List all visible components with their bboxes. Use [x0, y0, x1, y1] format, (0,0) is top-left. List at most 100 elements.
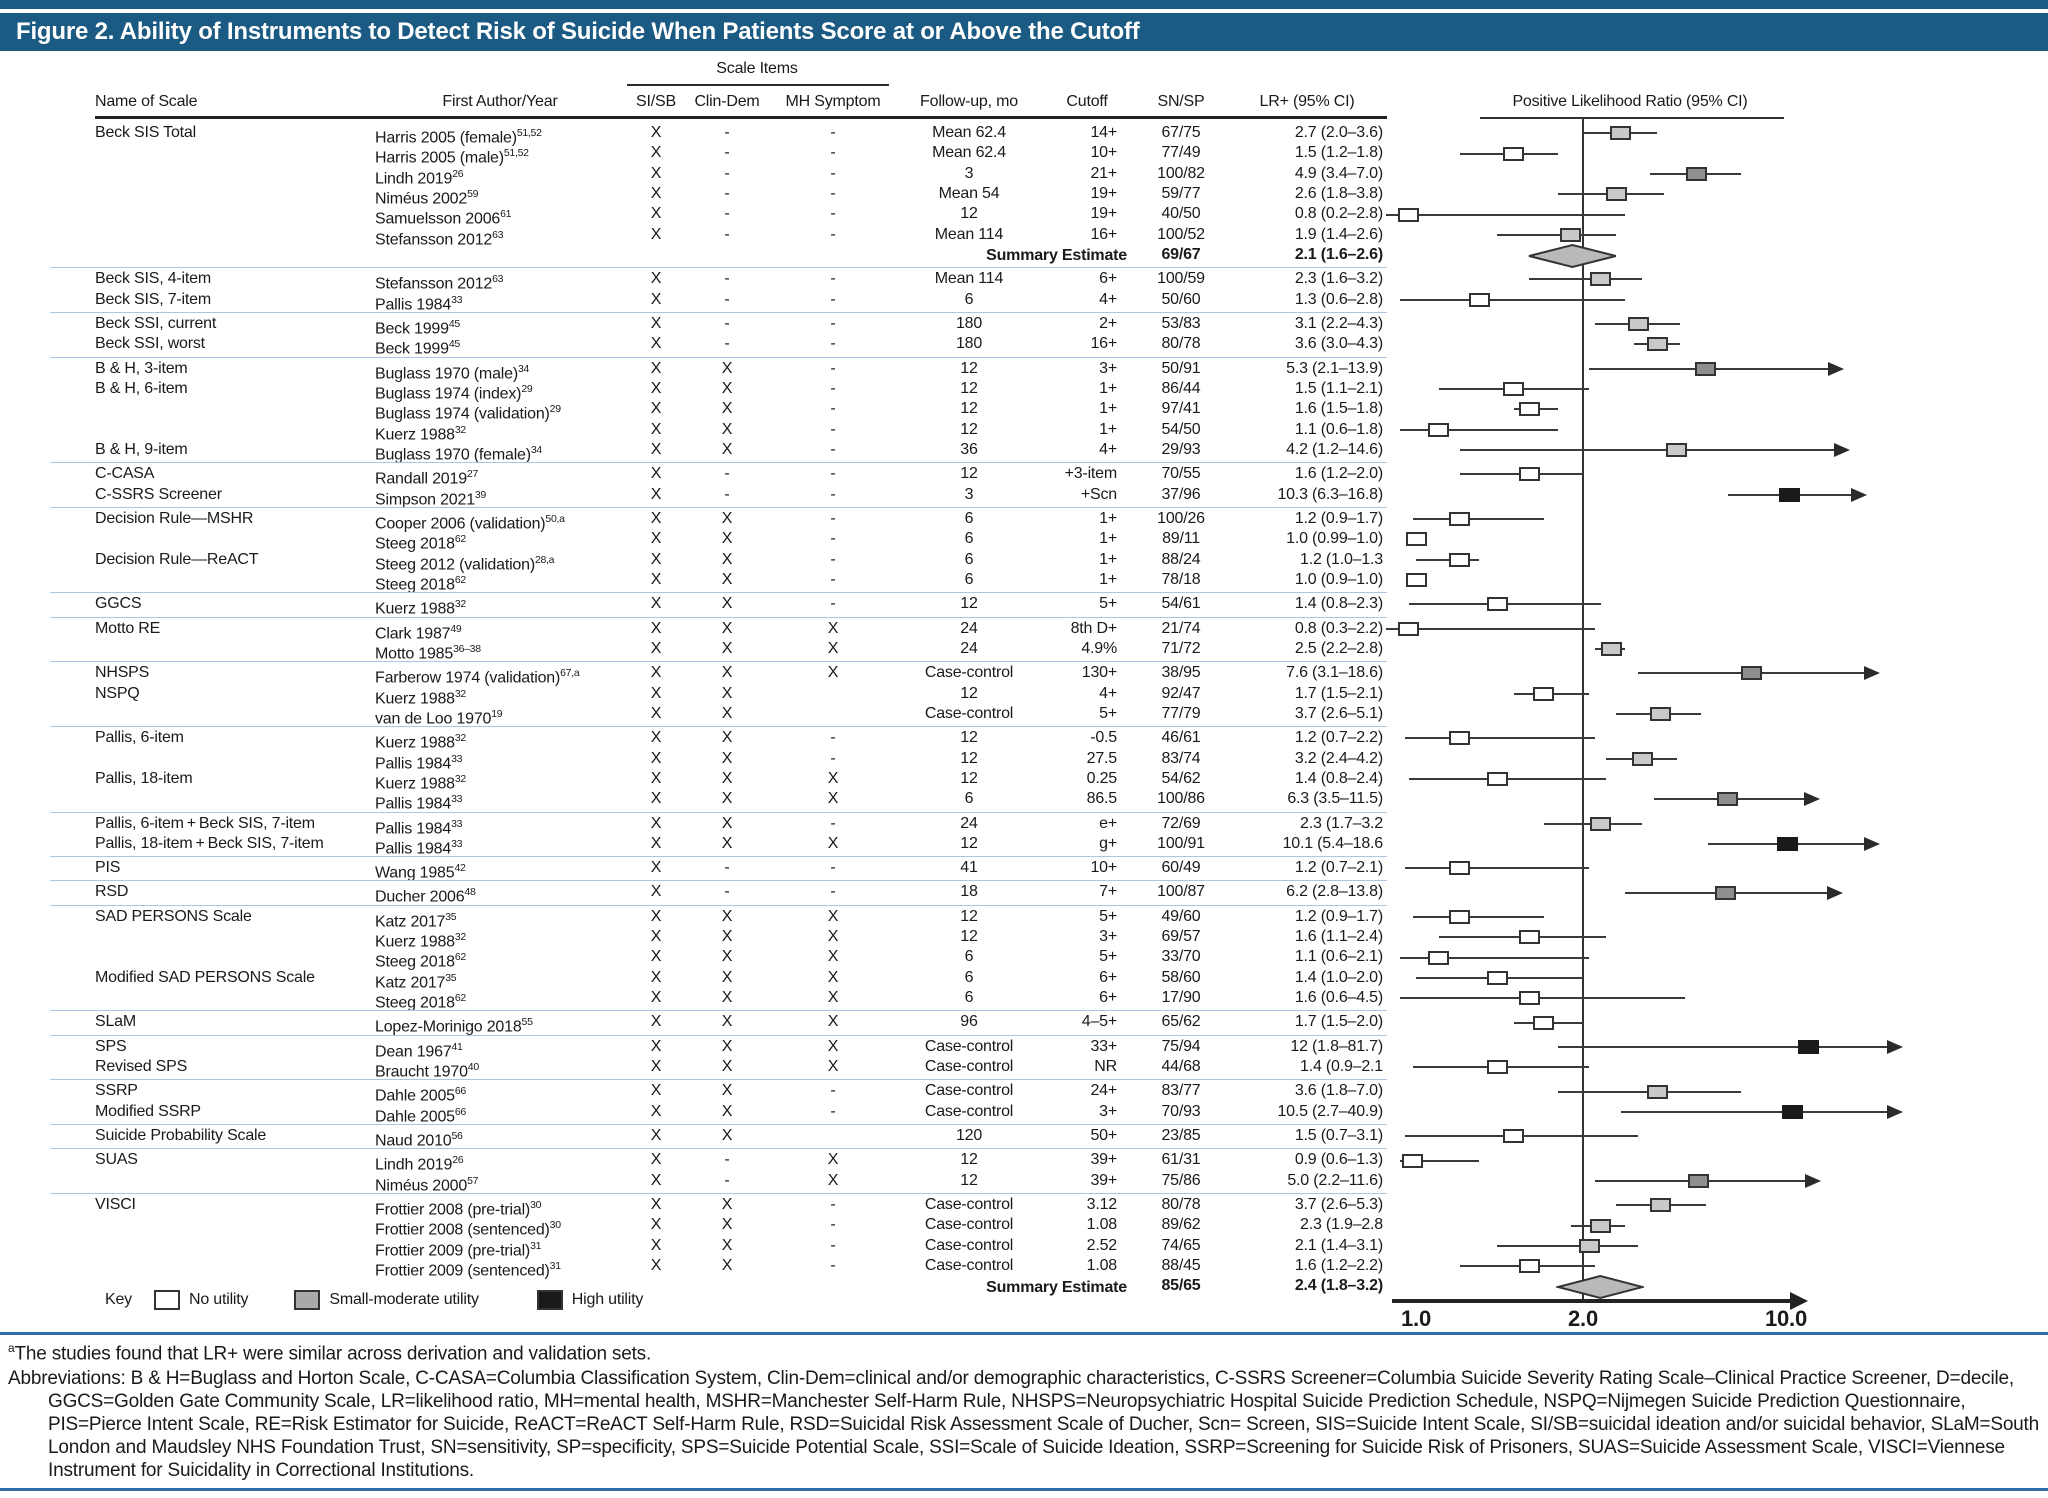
cell-clin-dem: - [724, 1171, 730, 1189]
forest-table-body: Beck SIS Total Harris 2005 (female)51,52 X… [0, 123, 2048, 1300]
ci-arrow-icon [1803, 792, 1820, 807]
cell-followup: 180 [955, 335, 983, 353]
cell-author-year: Niméus 200057 [375, 1174, 479, 1195]
cell-empty-3 [687, 1276, 767, 1296]
cell-lr-ci: 0.9 (0.6–1.3) [1294, 1151, 1383, 1169]
cell-cutoff: 5+ [1099, 704, 1117, 722]
effect-box [1449, 512, 1471, 527]
plot-cell [1387, 225, 2048, 245]
cell-scale-name [95, 399, 375, 419]
cell-sn-sp: 88/24 [1161, 550, 1201, 568]
cell-si-sb: X [650, 420, 662, 438]
cell-lr-ci: 2.3 (1.6–3.2) [1294, 270, 1383, 288]
cell-lr-ci: 1.9 (1.4–2.6) [1294, 225, 1383, 243]
cell-lr-ci: 10.5 (2.7–40.9) [1277, 1102, 1383, 1120]
ci-arrow-icon [1826, 885, 1843, 900]
cell-cutoff: 19+ [1090, 205, 1117, 223]
cell-clin-dem: X [721, 769, 733, 787]
cell-sn-sp: 58/60 [1161, 968, 1201, 986]
cell-followup: 120 [955, 1127, 983, 1145]
cell-author-year: Kuerz 198832 [375, 598, 466, 618]
reference-superscript: 28,a [534, 553, 555, 566]
table-row: Suicide Probability Scale Naud 201056 X X 12… [0, 1122, 2048, 1149]
cell-cutoff: 21+ [1090, 164, 1117, 182]
cell-mh-symptom [767, 1126, 899, 1146]
plot-cell [1387, 269, 2048, 289]
cell-cutoff: 1+ [1099, 530, 1117, 548]
cell-cutoff: 4–5+ [1081, 1013, 1117, 1031]
cell-si-sb: X [650, 1127, 662, 1145]
cell-si-sb: X [650, 1151, 662, 1169]
summary-diamond [1555, 1275, 1645, 1300]
plot-cell [1387, 1126, 2048, 1146]
reference-superscript: 32 [454, 687, 466, 700]
cell-scale-name: Beck SSI, worst [95, 335, 205, 353]
cell-sn-sp: 67/75 [1161, 124, 1201, 141]
cell-si-sb: X [650, 619, 662, 637]
ci-whisker [1399, 1159, 1480, 1162]
table-row: SLaM Lopez-Morinigo 201855 X X X 96 4–5+ 65/62 1… [0, 1008, 2048, 1036]
cell-mh-symptom: - [830, 314, 836, 332]
ci-whisker [1404, 867, 1590, 870]
cell-scale-name: Beck SSI, current [95, 314, 217, 332]
cell-mh-symptom: X [827, 619, 839, 637]
cell-clin-dem: X [721, 359, 733, 377]
cell-mh-symptom: - [830, 124, 836, 141]
cell-si-sb: X [650, 400, 662, 418]
reference-superscript: 62 [454, 951, 466, 964]
cell-followup: 24 [960, 619, 978, 637]
cell-author-year: Kuerz 198832 [375, 732, 466, 752]
cell-mh-symptom: X [827, 769, 839, 787]
table-row: Samuelsson 200661 X - - 12 19+ 40/50 0.8 (0.2–2… [0, 204, 2048, 228]
cell-clin-dem: X [721, 509, 733, 527]
cell-cutoff: 1.08 [1086, 1257, 1118, 1275]
cell-author-year: Motto 198536–38 [375, 642, 481, 663]
cell-si-sb: X [650, 509, 662, 527]
ci-whisker [1386, 627, 1596, 630]
cell-cutoff: 39+ [1090, 1151, 1117, 1169]
cell-sn-sp: 44/68 [1161, 1058, 1201, 1076]
ci-arrow-icon [1833, 443, 1850, 458]
cell-cutoff: 5+ [1099, 907, 1117, 925]
cell-lr-ci: 1.5 (1.1–2.1) [1294, 379, 1383, 397]
cell-scale-name [95, 639, 375, 659]
cell-author-year: van de Loo 197019 [375, 707, 503, 728]
cell-si-sb: X [650, 928, 662, 946]
cell-followup: Mean 114 [934, 270, 1004, 288]
reference-superscript: 49 [450, 622, 462, 635]
cell-followup: 12 [960, 684, 978, 702]
cell-scale-name [95, 164, 375, 184]
cell-author-year: Frottier 2009 (pre-trial)31 [375, 1239, 542, 1260]
cell-cutoff: 1+ [1099, 509, 1117, 527]
cell-mh-symptom: X [827, 1171, 839, 1189]
cell-followup: 180 [955, 314, 983, 332]
cell-sn-sp: 100/52 [1157, 225, 1205, 243]
reference-superscript: 32 [454, 732, 466, 745]
effect-box [1428, 422, 1450, 437]
effect-box [1590, 272, 1612, 287]
cell-lr-ci: 2.7 (2.0–3.6) [1294, 124, 1383, 141]
reference-superscript: 33 [451, 752, 463, 765]
table-row: Motto 198536–38 X X X 24 4.9% 71/72 2.5 (2.2–2.… [0, 639, 2048, 663]
cell-si-sb: X [650, 1171, 662, 1189]
plot-cell [1387, 594, 2048, 614]
plot-cell [1387, 184, 2048, 204]
cell-empty-2 [625, 245, 687, 265]
cell-cutoff: 16+ [1090, 225, 1117, 243]
footnote-top-rule [0, 1332, 2048, 1335]
reference-superscript: 26 [452, 167, 464, 180]
cell-followup: Case-control [924, 1102, 1014, 1120]
plot-cell [1386, 204, 2048, 224]
plot-cell [1387, 1012, 2048, 1032]
effect-box [1781, 1104, 1803, 1119]
cell-sn-sp: 83/77 [1161, 1082, 1201, 1100]
cell-si-sb: X [650, 1102, 662, 1120]
effect-box [1486, 1060, 1508, 1075]
cell-author-year: Pallis 198433 [375, 293, 463, 313]
cell-cutoff: 8th D+ [1070, 619, 1118, 637]
ci-whisker [1620, 1110, 1887, 1113]
cell-author-year: Pallis 198433 [375, 752, 463, 772]
cell-cutoff: 1+ [1099, 570, 1117, 588]
table-row: Pallis 198433 X X X 6 86.5 100/86 6.3 (3.5–11.5… [0, 789, 2048, 813]
ci-whisker [1412, 916, 1544, 918]
